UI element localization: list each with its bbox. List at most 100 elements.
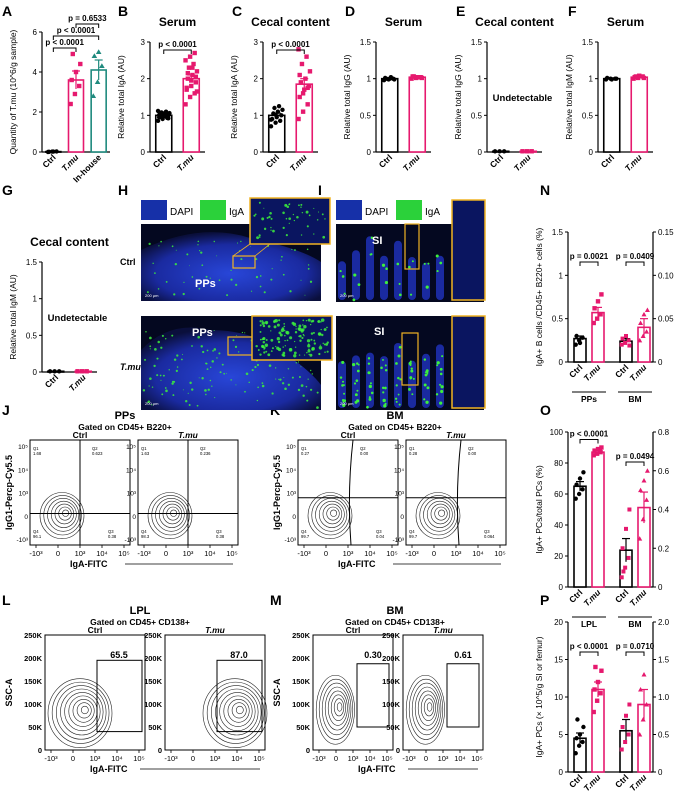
iga-dot xyxy=(259,324,262,327)
flow-group-label: Ctrl xyxy=(88,625,103,635)
y-tick-label: 1.5 xyxy=(26,258,38,267)
iga-dot xyxy=(307,267,310,270)
data-point xyxy=(299,61,305,67)
flow-subtitle: Gated on CD45+ CD138+ xyxy=(345,617,445,627)
iga-dot xyxy=(320,328,322,331)
iga-dot xyxy=(326,350,329,353)
contour-line xyxy=(318,678,354,740)
iga-dot xyxy=(300,384,304,387)
tissue-h-ctrl xyxy=(141,232,321,301)
flow-group-label: Ctrl xyxy=(346,625,361,635)
category-label: T.mu xyxy=(581,772,603,794)
log-tick-label: 0 xyxy=(191,754,195,763)
iga-legend-label-h: IgA xyxy=(229,207,244,218)
flow-group-label: Ctrl xyxy=(341,430,356,440)
dapi-legend-label-i: DAPI xyxy=(365,207,388,218)
log-tick-label: 0 xyxy=(324,549,328,558)
iga-dot xyxy=(278,331,282,335)
panel-label-p: P xyxy=(540,592,549,608)
iga-dot xyxy=(302,333,305,336)
iga-dot xyxy=(287,383,291,386)
iga-dot xyxy=(425,369,429,373)
iga-dot xyxy=(303,325,307,329)
iga-dot xyxy=(154,272,156,274)
iga-dot xyxy=(293,219,296,222)
data-point xyxy=(183,58,188,63)
ssc-tick-label: 150K xyxy=(382,677,401,686)
iga-dot xyxy=(409,293,413,296)
ssc-tick-label: 150K xyxy=(144,677,163,686)
iga-dot xyxy=(241,331,244,334)
iga-dot xyxy=(218,352,221,355)
pps-label-ctrl: PPs xyxy=(195,278,216,290)
log-tick-label: 10⁵ xyxy=(118,549,129,558)
villus xyxy=(408,360,416,408)
data-point xyxy=(161,111,166,116)
iga-dot xyxy=(149,348,151,350)
y-tick-label: 1 xyxy=(589,75,594,84)
contour-line xyxy=(211,685,262,740)
iga-dot xyxy=(248,381,250,384)
data-point xyxy=(75,369,80,374)
iga-dot xyxy=(209,277,211,279)
log-tick-label: 10⁴ xyxy=(286,467,296,474)
contour-line xyxy=(315,497,348,532)
flow-plot-frame xyxy=(44,634,146,751)
data-point xyxy=(68,101,73,107)
quadrant-label: Q3 xyxy=(216,529,222,534)
iga-dot xyxy=(313,207,315,209)
contour-line xyxy=(80,705,89,715)
iga-dot xyxy=(263,291,266,294)
iga-dot xyxy=(322,235,326,239)
iga-dot xyxy=(286,339,289,342)
iga-dot xyxy=(262,337,266,341)
quadrant-label: Q2 xyxy=(200,446,206,451)
iga-dot xyxy=(436,364,439,367)
data-point xyxy=(297,94,302,100)
iga-dot xyxy=(245,372,249,376)
iga-dot xyxy=(439,401,443,405)
contour-line xyxy=(315,674,355,745)
y2-tick-label: 0.10 xyxy=(658,271,674,280)
data-point xyxy=(273,120,278,125)
iga-dot xyxy=(283,322,286,325)
villus xyxy=(436,344,444,408)
iga-dot xyxy=(213,329,215,332)
iga-dot xyxy=(395,400,398,403)
gate-box xyxy=(446,663,480,728)
iga-dot xyxy=(151,386,154,388)
iga-dot xyxy=(310,338,313,341)
data-point xyxy=(623,565,628,570)
log-tick-label: -10³ xyxy=(124,537,136,544)
ssc-tick-label: 150K xyxy=(24,677,43,686)
flow-subtitle: Gated on CD45+ CD138+ xyxy=(90,617,190,627)
data-point xyxy=(279,113,284,118)
iga-dot xyxy=(265,345,267,347)
iga-dot xyxy=(383,404,387,408)
data-point xyxy=(392,77,397,82)
y-tick-label: 3 xyxy=(141,38,146,47)
iga-dot xyxy=(236,242,239,244)
iga-dot xyxy=(226,294,229,297)
flow-title: BM xyxy=(386,605,403,617)
flow-x-label: IgA-FITC xyxy=(90,764,128,774)
data-point xyxy=(72,91,78,97)
data-point xyxy=(641,311,647,317)
category-label: T.mu xyxy=(401,152,423,174)
y-axis-label: Relative total IgA (AU) xyxy=(229,55,239,139)
iga-dot xyxy=(309,388,313,391)
villus xyxy=(422,262,430,300)
iga-dot xyxy=(146,291,149,294)
contour-line xyxy=(411,682,442,736)
iga-dot xyxy=(209,379,212,382)
data-point xyxy=(595,679,601,685)
y-tick-label: 0 xyxy=(254,148,259,157)
iga-dot xyxy=(294,249,296,251)
data-point xyxy=(624,334,628,338)
iga-dot xyxy=(270,226,272,229)
iga-dot xyxy=(300,279,302,281)
iga-dot xyxy=(286,205,290,209)
iga-dot xyxy=(261,384,265,388)
chart-g: 0 0.5 1 1.5 Relative total IgM (AU) Cecal con… xyxy=(8,235,109,393)
group-label: BM xyxy=(628,619,641,629)
